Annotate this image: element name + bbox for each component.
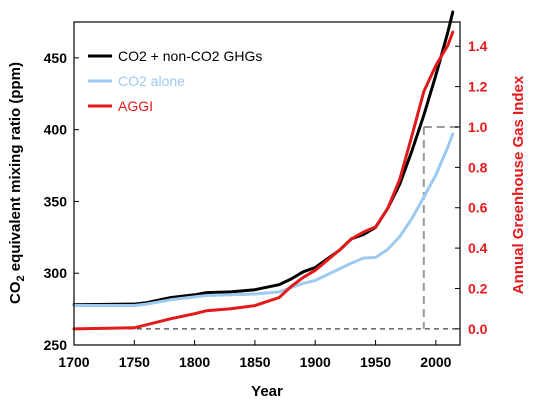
y2-tick-label: 0.6 — [468, 200, 488, 216]
legend-label-co2: CO2 alone — [118, 73, 185, 89]
legend-label-aggi: AGGI — [118, 98, 153, 114]
x-tick-label: 1900 — [300, 354, 331, 370]
x-tick-label: 1850 — [239, 354, 270, 370]
reference-lines — [74, 125, 460, 330]
x-tick-label: 1750 — [119, 354, 150, 370]
y-tick-label: 400 — [44, 122, 68, 138]
y-axis-label: CO2 equivalent mixing ratio (ppm) — [7, 62, 27, 304]
x-tick-label: 1950 — [360, 354, 391, 370]
legend-label-total: CO2 + non-CO2 GHGs — [118, 48, 262, 64]
series-line-aggi — [72, 30, 455, 331]
series-line-total — [72, 10, 455, 307]
x-axis: 1700 1750 1800 1850 1900 1950 2000 — [58, 340, 452, 370]
series-line-co2 — [72, 132, 455, 307]
y2-tick-label: 1.0 — [468, 119, 488, 135]
y-axis: 250 300 350 400 450 — [44, 50, 79, 353]
y2-tick-label: 1.4 — [468, 38, 488, 54]
plot-frame — [73, 21, 461, 346]
y2-tick-label: 0.4 — [468, 240, 488, 256]
x-tick-label: 1800 — [179, 354, 210, 370]
y2-tick-label: 1.2 — [468, 79, 488, 95]
y2-tick-label: 0.2 — [468, 280, 488, 296]
y2-tick-label: 0.0 — [468, 321, 488, 337]
y-tick-label: 350 — [44, 193, 68, 209]
y2-axis: 0.0 0.2 0.4 0.6 0.8 1.0 1.2 1.4 — [455, 38, 488, 337]
legend: CO2 + non-CO2 GHGs CO2 alone AGGI — [80, 36, 285, 122]
x-tick-label: 2000 — [420, 354, 451, 370]
x-axis-label: Year — [251, 383, 283, 400]
y2-axis-label: Annual Greenhouse Gas Index — [510, 75, 527, 294]
y-tick-label: 300 — [44, 265, 68, 281]
y2-tick-label: 0.8 — [468, 159, 488, 175]
legend-box — [80, 36, 285, 122]
y-tick-label: 450 — [44, 50, 68, 66]
series-layer — [72, 10, 455, 331]
x-tick-label: 1700 — [58, 354, 89, 370]
y-tick-label: 250 — [44, 337, 68, 353]
